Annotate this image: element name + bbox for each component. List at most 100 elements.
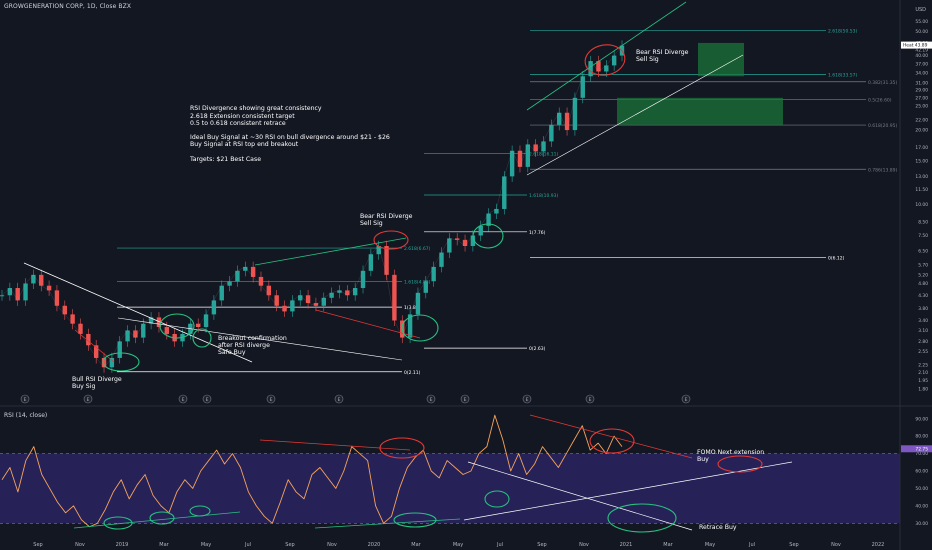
price-tick-19: 15.00 (915, 159, 928, 165)
candle-body-6 (46, 285, 52, 291)
candle-body-18 (141, 323, 146, 338)
candle-body-15 (117, 341, 122, 358)
earnings-icon-1 (83, 394, 93, 404)
earnings-icon-7 (460, 394, 470, 404)
candle-body-48 (376, 246, 381, 255)
candle-body-5 (39, 274, 44, 286)
candle-body-16 (125, 330, 130, 342)
candle-body-27 (211, 300, 217, 315)
rsi-circle-1 (103, 516, 133, 530)
trendline-downtrend (23, 262, 253, 363)
circle-bear-mid (373, 230, 409, 250)
earnings-icon-9 (585, 394, 595, 404)
price-tick-12: 5.70 (918, 263, 928, 269)
rsi-tick-6: 90.00 (915, 416, 928, 422)
candle-body-50 (392, 274, 397, 321)
target-box-2 (617, 97, 783, 125)
x-tick-1: Nov (75, 542, 85, 548)
price-tick-20: 17.00 (915, 145, 928, 151)
candle-body-46 (360, 270, 366, 289)
candle-body-7 (54, 290, 60, 306)
note-bull: Bull RSI Diverge Buy Sig (72, 376, 122, 391)
rsi-bear-divergence (529, 414, 693, 459)
rsi-circle-low (393, 512, 437, 528)
candle-body-64 (502, 176, 507, 209)
candle-body-43 (337, 290, 342, 293)
x-tick-8: 2020 (368, 542, 381, 548)
earnings-label-0: E (24, 397, 27, 403)
rsi-tick-0: 30.00 (915, 521, 928, 527)
currency-label: USD (915, 7, 926, 13)
x-tick-20: 2022 (872, 542, 885, 548)
price-tick-18: 13.00 (915, 174, 928, 180)
candle-body-74 (580, 76, 585, 98)
candle-body-49 (384, 246, 389, 275)
fib-label-10: 2.618(50.53) (828, 28, 858, 34)
x-tick-14: 2021 (620, 542, 633, 548)
price-tick-2: 2.10 (918, 370, 928, 376)
trendline-channel-upper (526, 1, 687, 111)
earnings-label-3: E (206, 397, 209, 403)
x-tick-9: Mar (411, 542, 421, 548)
candle-body-28 (219, 285, 224, 301)
x-tick-13: Nov (579, 542, 589, 548)
fib-label-0: 0(2.11) (404, 370, 421, 376)
price-tick-32: 55.00 (915, 19, 928, 25)
earnings-icon-2 (178, 394, 188, 404)
candle-body-70 (549, 124, 554, 142)
x-tick-3: Mar (159, 542, 169, 548)
earnings-icon-4 (266, 394, 276, 404)
fib-label-11: 0.382(31.35) (868, 80, 898, 86)
price-tick-3: 2.25 (918, 362, 928, 368)
price-tick-7: 3.40 (918, 318, 928, 324)
circle-bull-buy (102, 352, 140, 372)
candle-body-42 (329, 292, 334, 298)
last-price-value: 42.19 (915, 47, 928, 53)
candle-body-9 (70, 314, 75, 324)
price-tick-6: 3.10 (918, 328, 928, 334)
fib-label-8: 0(6.12) (828, 255, 845, 261)
candle-body-75 (588, 61, 593, 77)
x-tick-4: May (201, 542, 211, 548)
price-tick-11: 5.20 (918, 272, 928, 278)
price-tick-14: 7.50 (918, 233, 928, 239)
candle-body-47 (368, 254, 374, 271)
circle-breakout-2020 (472, 223, 504, 249)
fib-label-4: 0(2.63) (529, 346, 546, 352)
earnings-label-9: E (589, 397, 592, 403)
candle-body-62 (486, 213, 491, 226)
candle-body-71 (557, 112, 562, 125)
earnings-label-2: E (182, 397, 185, 403)
candle-body-19 (148, 317, 154, 324)
note-bear-mid: Bear RSI Diverge Sell Sig (360, 213, 413, 228)
candle-body-69 (541, 141, 546, 152)
candle-body-13 (101, 357, 107, 368)
candle-body-67 (525, 144, 531, 167)
rsi-circle-2 (149, 511, 175, 525)
price-tick-25: 29.00 (915, 88, 928, 94)
candle-body-73 (572, 97, 578, 131)
candle-body-11 (86, 333, 91, 346)
circle-breakout-1 (159, 313, 195, 339)
candle-body-31 (243, 266, 248, 271)
earnings-icon-0 (20, 394, 30, 404)
note-fomo: FOMO Next extension Buy (697, 449, 765, 464)
candle-body-61 (478, 225, 483, 236)
earnings-label-8: E (526, 397, 529, 403)
candle-body-8 (62, 305, 67, 315)
fib-label-14: 0.786(13.89) (868, 167, 898, 173)
candle-body-10 (78, 323, 83, 334)
candle-body-0 (0, 295, 5, 297)
price-tick-24: 27.00 (915, 95, 928, 101)
candle-body-1 (7, 288, 13, 296)
candle-body-65 (509, 150, 515, 177)
price-tick-17: 11.50 (915, 187, 928, 193)
rsi-tick-2: 50.00 (915, 486, 928, 492)
price-tick-16: 10.00 (915, 202, 928, 208)
earnings-icon-10 (681, 394, 691, 404)
rsi-support-1 (73, 511, 241, 529)
candle-body-77 (604, 65, 609, 72)
candle-body-52 (407, 314, 413, 338)
candle-body-3 (23, 283, 28, 301)
